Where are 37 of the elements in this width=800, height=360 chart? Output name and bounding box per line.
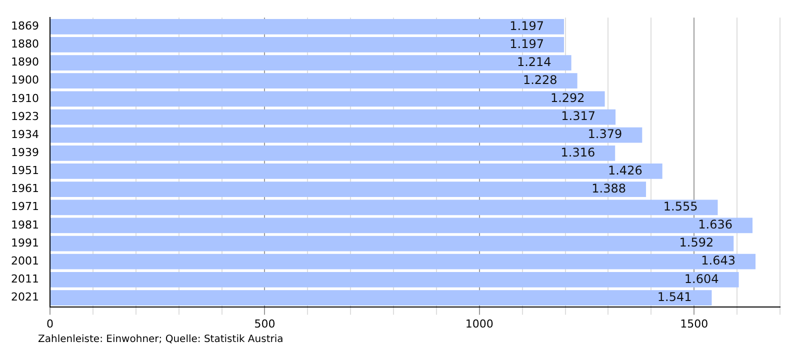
data-label: 1.592 (679, 236, 714, 250)
y-tick-label: 1939 (10, 146, 39, 160)
data-label: 1.388 (592, 181, 626, 196)
data-label: 1.197 (510, 18, 544, 33)
data-label: 1.555 (663, 200, 698, 214)
y-tick-label: 1961 (10, 182, 39, 196)
x-tick-label: 0 (46, 317, 54, 330)
y-tick-label: 2001 (10, 254, 39, 268)
x-tick-label: 500 (254, 317, 276, 330)
data-label: 1.604 (684, 272, 719, 286)
data-label: 1.426 (608, 163, 642, 178)
data-label: 1.197 (510, 36, 544, 51)
y-tick-label: 1923 (10, 110, 39, 123)
text: Zahlenleiste: Einwohner; Quelle: Statistik Austria (38, 334, 284, 345)
data-label: 1.317 (561, 109, 596, 124)
y-tick-label: 1900 (10, 74, 39, 87)
data-label: 1.214 (516, 54, 552, 69)
data-label: 1.379 (588, 127, 622, 142)
data-label: 1.316 (560, 145, 596, 160)
data-label: 1.541 (657, 290, 692, 304)
y-tick-label: 1934 (10, 128, 39, 141)
data-label: 1.228 (522, 72, 558, 87)
data-label: 1.636 (698, 218, 733, 232)
y-tick-label: 1981 (10, 218, 39, 232)
y-tick-label: 1869 (10, 19, 39, 32)
y-tick-label: 2011 (10, 272, 39, 286)
y-tick-label: 1991 (10, 236, 39, 250)
y-tick-label: 1890 (10, 56, 39, 69)
y-tick-label: 1951 (10, 164, 39, 178)
data-label: 1.643 (701, 254, 736, 268)
x-tick-label: 1500 (680, 317, 708, 330)
data-label: 1.292 (550, 91, 585, 106)
x-tick-label: 1000 (465, 317, 494, 330)
y-tick-label: 1910 (10, 92, 39, 105)
y-tick-label: 1971 (10, 200, 39, 214)
y-tick-label: 2021 (10, 290, 39, 304)
y-tick-label: 1880 (10, 38, 39, 51)
